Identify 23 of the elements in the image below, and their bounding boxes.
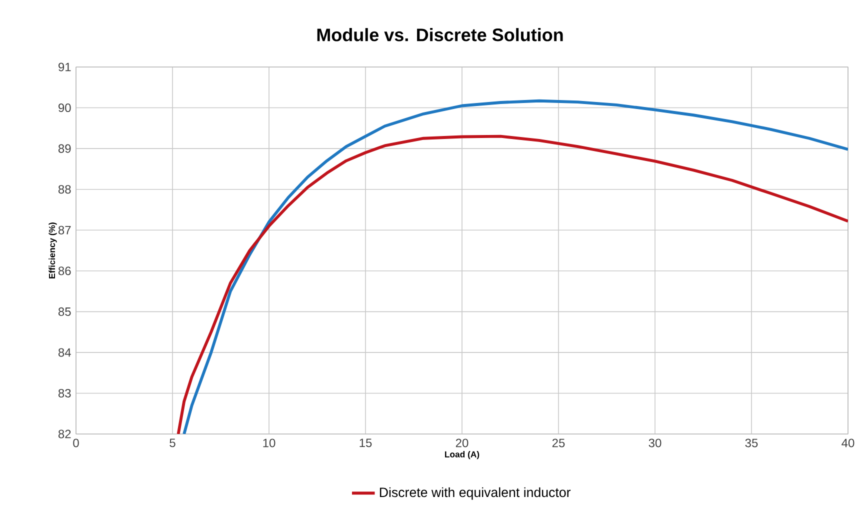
x-tick-label: 0 <box>73 438 79 448</box>
legend-label: Discrete with equivalent inductor <box>380 487 571 500</box>
y-tick-label: 82 <box>58 430 71 438</box>
y-tick-label: 88 <box>58 185 71 194</box>
chart-title: Module vs. Discrete Solution <box>317 28 563 42</box>
y-tick-label: 89 <box>58 144 71 153</box>
x-tick-label: 30 <box>648 438 662 448</box>
x-tick-label: 40 <box>842 438 854 448</box>
y-axis-title: Efficiency (%) <box>48 222 57 278</box>
y-tick-label: 83 <box>58 388 71 398</box>
y-tick-label: 90 <box>58 104 71 112</box>
x-tick-label: 20 <box>456 438 468 448</box>
x-tick-label: 35 <box>745 438 758 448</box>
y-tick-label: 86 <box>58 266 71 276</box>
y-tick-label: 85 <box>58 307 71 316</box>
x-tick-label: 15 <box>360 438 372 448</box>
x-axis-title: Load (A) <box>445 451 480 460</box>
x-tick-label: 25 <box>552 438 565 448</box>
y-tick-label: 91 <box>58 62 71 72</box>
x-tick-label: 10 <box>263 438 276 448</box>
y-tick-label: 87 <box>58 226 71 234</box>
x-tick-label: 5 <box>170 438 176 448</box>
y-tick-label: 84 <box>58 348 71 357</box>
